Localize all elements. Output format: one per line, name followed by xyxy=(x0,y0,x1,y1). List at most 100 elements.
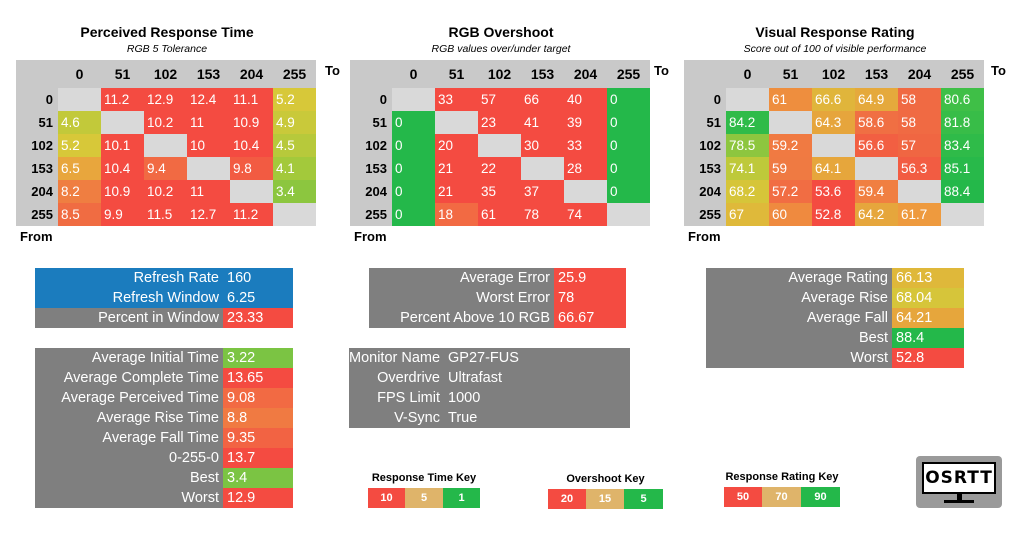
diagonal-cell xyxy=(521,157,564,180)
matrix-cell: 53.6 xyxy=(812,180,855,203)
matrix-cell: 83.4 xyxy=(941,134,984,157)
matrix-cell: 57 xyxy=(898,134,941,157)
perceived-response-matrix: 0 0 51 51 102 102 153 153 204 204 255 255 11.2 12.9 12… xyxy=(16,60,320,226)
visual-rating-matrix: 0 0 51 51 102 102 153 153 204 204 255 255 61 66.6 64.9… xyxy=(684,60,988,226)
stat-row: V-Sync True xyxy=(349,408,630,428)
stat-value: 88.4 xyxy=(892,328,964,348)
matrix-cell: 67 xyxy=(726,203,769,226)
axis-to-label: To xyxy=(654,63,669,78)
matrix-cell: 10.9 xyxy=(230,111,273,134)
logo-text: OSRTT xyxy=(922,462,996,494)
stat-label: Refresh Rate xyxy=(35,268,223,288)
matrix-cell: 61.7 xyxy=(898,203,941,226)
matrix-cell: 85.1 xyxy=(941,157,984,180)
matrix-cell: 57.2 xyxy=(769,180,812,203)
stat-label: Average Error xyxy=(369,268,554,288)
column-header: 0 xyxy=(743,66,752,82)
matrix-cell: 10.2 xyxy=(144,180,187,203)
axis-from-label: From xyxy=(688,229,721,244)
row-header: 255 xyxy=(365,207,387,222)
refresh-stats: Refresh Rate 160 Refresh Window 6.25 Percent… xyxy=(35,268,293,328)
column-header: 153 xyxy=(864,66,889,82)
stat-label: Average Fall Time xyxy=(35,428,223,448)
column-header: 255 xyxy=(950,66,975,82)
matrix-cell: 37 xyxy=(521,180,564,203)
column-header: 102 xyxy=(487,66,512,82)
row-header-bar xyxy=(684,88,726,226)
stat-label: Percent Above 10 RGB xyxy=(369,308,554,328)
column-header: 204 xyxy=(907,66,932,82)
matrix-cell: 0 xyxy=(607,88,650,111)
stat-label: Worst Error xyxy=(369,288,554,308)
matrix-cell: 28 xyxy=(564,157,607,180)
row-header: 0 xyxy=(713,92,721,107)
row-header: 204 xyxy=(699,184,721,199)
row-header: 255 xyxy=(699,207,721,222)
column-header: 51 xyxy=(114,66,131,82)
key-title: Response Rating Key xyxy=(725,471,839,483)
logo-stand xyxy=(957,494,962,501)
key-cell: 10 xyxy=(368,488,405,508)
key-cell: 70 xyxy=(762,487,801,507)
stat-row: Average Fall Time 9.35 xyxy=(35,428,293,448)
stat-row: FPS Limit 1000 xyxy=(349,388,630,408)
stat-label: Overdrive xyxy=(349,368,444,388)
stat-row: Percent Above 10 RGB 66.67 xyxy=(369,308,626,328)
stat-row: Average Rise Time 8.8 xyxy=(35,408,293,428)
stat-row: Worst 12.9 xyxy=(35,488,293,508)
matrix-cell: 0 xyxy=(392,157,435,180)
key-cell: 50 xyxy=(724,487,762,507)
matrix-cell: 4.5 xyxy=(273,134,316,157)
column-header: 51 xyxy=(782,66,799,82)
matrix-cell: 0 xyxy=(607,111,650,134)
stat-label: Best xyxy=(35,468,223,488)
matrix-cell: 12.7 xyxy=(187,203,230,226)
overshoot-stats: Average Error 25.9 Worst Error 78 Percent Ab… xyxy=(369,268,626,328)
matrix-cell: 33 xyxy=(435,88,478,111)
matrix-cell: 59.4 xyxy=(855,180,898,203)
column-header: 255 xyxy=(616,66,641,82)
matrix-cell: 58.6 xyxy=(855,111,898,134)
diagonal-cell xyxy=(187,157,230,180)
matrix-cell: 88.4 xyxy=(941,180,984,203)
stat-label: Average Complete Time xyxy=(35,368,223,388)
matrix-cell: 33 xyxy=(564,134,607,157)
matrix-cell: 9.8 xyxy=(230,157,273,180)
stat-label: 0-255-0 xyxy=(35,448,223,468)
logo-base xyxy=(944,500,974,503)
matrix-cell: 58 xyxy=(898,88,941,111)
stat-row: Average Rating 66.13 xyxy=(706,268,964,288)
diagonal-cell xyxy=(435,111,478,134)
row-header: 102 xyxy=(365,138,387,153)
diagonal-cell xyxy=(101,111,144,134)
diagonal-cell xyxy=(607,203,650,226)
matrix-cell: 20 xyxy=(435,134,478,157)
key-cell: 5 xyxy=(624,489,663,509)
column-header: 204 xyxy=(239,66,264,82)
matrix-cell: 0 xyxy=(392,111,435,134)
stat-value: GP27-FUS xyxy=(444,348,630,368)
stat-label: Best xyxy=(706,328,892,348)
monitor-info: Monitor Name GP27-FUS Overdrive Ultrafast FP… xyxy=(349,348,630,428)
row-header: 51 xyxy=(372,115,387,130)
matrix-cell: 74.1 xyxy=(726,157,769,180)
matrix-cell: 11 xyxy=(187,180,230,203)
stat-label: Average Perceived Time xyxy=(35,388,223,408)
key-cell: 15 xyxy=(586,489,624,509)
row-header: 51 xyxy=(38,115,53,130)
rating-stats: Average Rating 66.13 Average Rise 68.04 Aver… xyxy=(706,268,964,368)
stat-row: Average Fall 64.21 xyxy=(706,308,964,328)
stat-value: 68.04 xyxy=(892,288,964,308)
row-header: 153 xyxy=(365,161,387,176)
matrix-cell: 30 xyxy=(521,134,564,157)
row-header-bar xyxy=(16,88,58,226)
stat-row: Average Error 25.9 xyxy=(369,268,626,288)
column-header: 0 xyxy=(409,66,418,82)
stat-label: Average Rating xyxy=(706,268,892,288)
matrix-cell: 12.4 xyxy=(187,88,230,111)
stat-label: Average Rise xyxy=(706,288,892,308)
column-header: 102 xyxy=(153,66,178,82)
matrix-cell: 56.6 xyxy=(855,134,898,157)
stat-label: Refresh Window xyxy=(35,288,223,308)
stat-value: 23.33 xyxy=(223,308,293,328)
